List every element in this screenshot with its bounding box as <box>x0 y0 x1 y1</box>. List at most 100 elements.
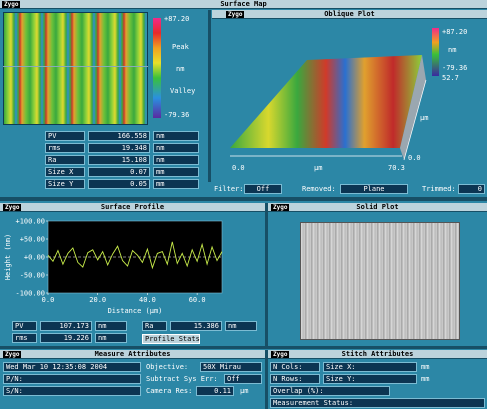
sys-err-value: Off <box>224 374 262 384</box>
stat-label: Size X <box>45 167 85 177</box>
stat-label: PV <box>12 321 37 331</box>
stat-value: 0.07 <box>88 167 150 177</box>
panel-title: Surface Profile <box>100 203 165 211</box>
size-y-unit: mm <box>421 375 430 383</box>
stat-value: 0.05 <box>88 179 150 189</box>
filter-label: Filter: <box>214 185 244 193</box>
camera-label: Camera Res: <box>146 387 193 395</box>
date-field: Wed Mar 10 12:35:08 2004 <box>3 362 141 372</box>
z-unit: µm <box>420 114 428 122</box>
x-tick-label: 20.0 <box>89 296 106 304</box>
pn-field: P/N: <box>3 374 141 384</box>
surface-map-image <box>3 12 148 125</box>
logo: Zygo <box>3 351 22 358</box>
logo: Zygo <box>3 204 22 211</box>
filter-value: Off <box>244 184 282 194</box>
header-bar: Oblique Plot <box>212 10 487 19</box>
objective-label: Objective: <box>146 363 189 371</box>
y-tick-label: +100.00 <box>15 218 45 226</box>
stat-unit: nm <box>225 321 257 331</box>
valley-label: Valley <box>170 87 196 95</box>
divider <box>0 197 487 201</box>
window-title: Surface Map <box>220 0 267 8</box>
divider <box>208 10 211 182</box>
profile-stats-button[interactable]: Profile Stats <box>142 334 200 344</box>
profile-line <box>47 241 223 270</box>
surface-top <box>230 55 422 148</box>
oblique-plot: +87.20 nm -79.36 52.7 µm 0.0 0.0 µm 70.3 <box>230 28 467 172</box>
stat-unit: nm <box>95 321 127 331</box>
profile-chart: Height (nm) Distance (µm) +100.00 +50.00 +… <box>4 218 223 315</box>
solid-plot-image <box>300 222 460 340</box>
size-x-field: Size X: <box>323 362 417 372</box>
panel-title: Oblique Plot <box>324 10 375 18</box>
stat-value: 107.173 <box>40 321 92 331</box>
z-min: 0.0 <box>408 154 421 162</box>
x-unit: µm <box>314 164 322 172</box>
surface-side <box>400 55 426 160</box>
stat-unit: mm <box>153 167 199 177</box>
x-max: 70.3 <box>388 164 405 172</box>
sys-err-label: Subtract Sys Err: <box>146 375 218 383</box>
n-rows-field: N Rows: <box>270 374 320 384</box>
removed-label: Removed: <box>302 185 336 193</box>
camera-unit: µm <box>240 387 249 395</box>
x-tick-label: 40.0 <box>139 296 156 304</box>
stat-label: rms <box>45 143 85 153</box>
trimmed-label: Trimmed: <box>422 185 456 193</box>
x-axis-label: Distance (µm) <box>108 307 163 315</box>
stat-label: PV <box>45 131 85 141</box>
logo: Zygo <box>2 1 21 8</box>
stat-value: 166.558 <box>88 131 150 141</box>
colorbar-min: -79.36 <box>164 111 190 119</box>
panel-title: Solid Plot <box>356 203 399 211</box>
stat-unit: nm <box>153 155 199 165</box>
header-bar: Stitch Attributes <box>268 350 487 359</box>
unit-label: nm <box>176 65 185 73</box>
peak-label: Peak <box>172 43 189 51</box>
scale-unit: nm <box>448 46 456 54</box>
header-bar: Solid Plot <box>268 203 487 212</box>
colorbar <box>432 28 439 76</box>
panel-title: Stitch Attributes <box>341 350 414 358</box>
size-x-unit: mm <box>421 363 430 371</box>
logo: Zygo <box>271 204 290 211</box>
panel-title: Measure Attributes <box>94 350 171 358</box>
x-tick-label: 0.0 <box>42 296 55 304</box>
stat-label: Size Y <box>45 179 85 189</box>
x-tick-label: 60.0 <box>189 296 206 304</box>
colorbar <box>153 18 161 118</box>
divider <box>265 350 268 409</box>
overlap-field: Overlap (%): <box>270 386 390 396</box>
stat-unit: nm <box>153 131 199 141</box>
removed-value: Plane <box>340 184 408 194</box>
scale-min: -79.36 <box>442 64 467 72</box>
stat-value: 19.348 <box>88 143 150 153</box>
y-tick-label: +50.00 <box>20 236 45 244</box>
stat-label: Ra <box>45 155 85 165</box>
z-max: 52.7 <box>442 74 459 82</box>
size-y-field: Size Y: <box>323 374 417 384</box>
stat-label: Ra <box>142 321 167 331</box>
y-tick-label: -50.00 <box>20 272 45 280</box>
logo: Zygo <box>226 11 245 18</box>
stat-unit: mm <box>153 179 199 189</box>
y-tick-label: -100.00 <box>15 290 45 298</box>
logo: Zygo <box>271 351 290 358</box>
y-tick-label: +0.00 <box>24 254 45 262</box>
divider <box>0 346 487 349</box>
divider <box>265 203 268 348</box>
header-bar: Surface Map <box>0 0 487 9</box>
scale-max: +87.20 <box>442 28 467 36</box>
trimmed-value: 0 <box>458 184 485 194</box>
z-axis <box>403 79 427 161</box>
header-bar: Measure Attributes <box>0 350 265 359</box>
stat-value: 15.386 <box>170 321 222 331</box>
x-min: 0.0 <box>232 164 245 172</box>
n-cols-field: N Cols: <box>270 362 320 372</box>
objective-value: 50X Mirau <box>200 362 262 372</box>
status-field: Measurement Status: <box>270 398 485 408</box>
stat-value: 15.108 <box>88 155 150 165</box>
colorbar-max: +87.20 <box>164 15 190 23</box>
stat-unit: nm <box>95 333 127 343</box>
